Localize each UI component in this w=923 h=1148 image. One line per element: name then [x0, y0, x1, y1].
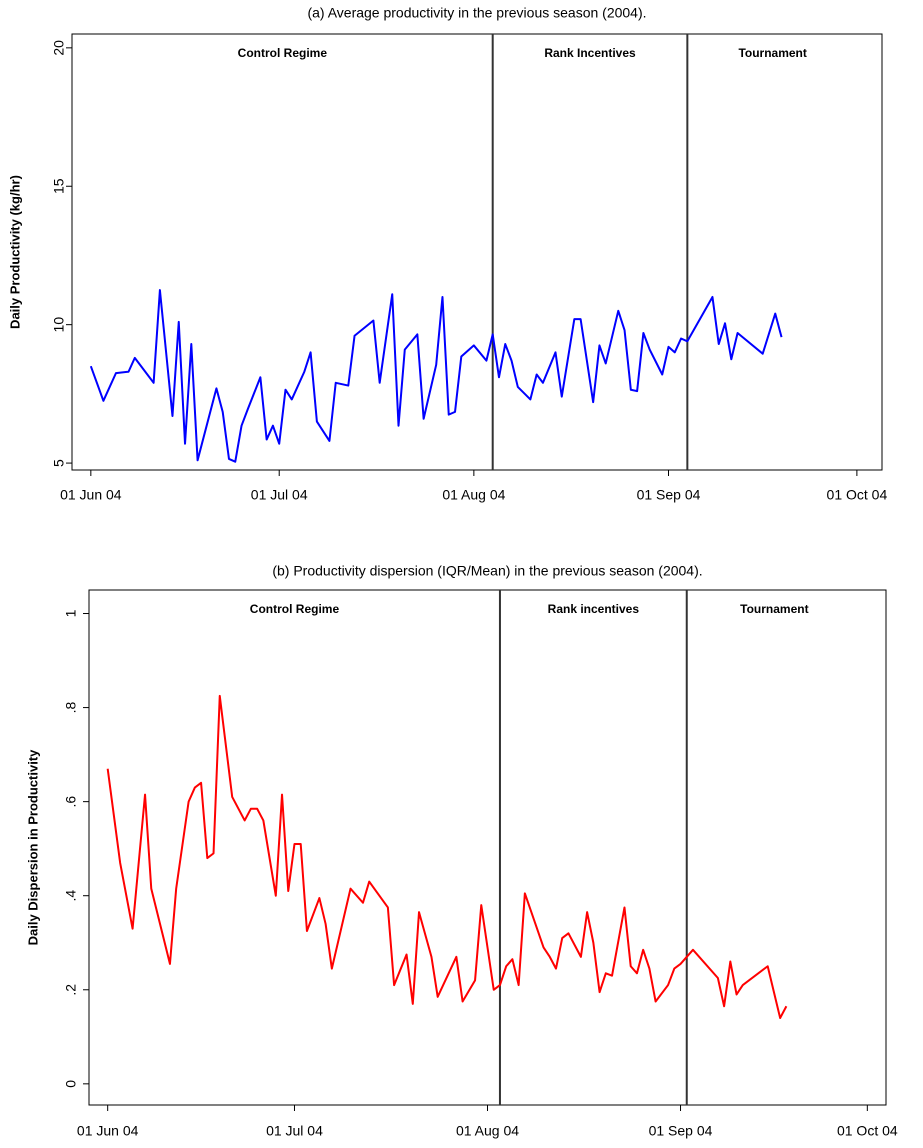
y-tick-label: .2 [63, 984, 79, 996]
y-tick-label: 15 [51, 178, 67, 194]
data-line [89, 289, 783, 463]
y-axis-label: Daily Productivity (kg/hr) [7, 175, 22, 329]
x-tick-label: 01 Sep 04 [637, 487, 701, 503]
plot-frame [88, 589, 887, 1106]
y-tick-label: .6 [63, 796, 79, 808]
y-tick-label: 20 [51, 40, 67, 56]
regime-label: Tournament [738, 46, 806, 60]
y-tick-label: 5 [51, 459, 67, 467]
chart-title: (b) Productivity dispersion (IQR/Mean) i… [272, 563, 702, 579]
regime-label: Rank incentives [548, 602, 640, 616]
x-tick-label: 01 Jul 04 [266, 1123, 323, 1139]
x-tick-label: 01 Jul 04 [251, 487, 308, 503]
x-tick-label: 01 Sep 04 [649, 1123, 713, 1139]
y-tick-label: .8 [63, 702, 79, 714]
y-tick-label: .4 [63, 890, 79, 902]
y-tick-label: 1 [63, 609, 79, 617]
y-tick-label: 0 [63, 1080, 79, 1088]
x-tick-label: 01 Oct 04 [827, 487, 888, 503]
x-tick-label: 01 Jun 04 [77, 1123, 139, 1139]
regime-label: Control Regime [250, 602, 340, 616]
regime-label: Tournament [740, 602, 808, 616]
y-tick-label: 10 [51, 317, 67, 333]
y-axis-label: Daily Dispersion in Productivity [25, 749, 40, 946]
x-tick-label: 01 Jun 04 [60, 487, 122, 503]
x-tick-label: 01 Oct 04 [837, 1123, 898, 1139]
regime-label: Rank Incentives [544, 46, 636, 60]
chart-title: (a) Average productivity in the previous… [307, 5, 646, 21]
data-line [106, 694, 788, 1019]
regime-label: Control Regime [238, 46, 328, 60]
plot-frame [71, 33, 883, 471]
x-tick-label: 01 Aug 04 [442, 487, 505, 503]
x-tick-label: 01 Aug 04 [456, 1123, 519, 1139]
